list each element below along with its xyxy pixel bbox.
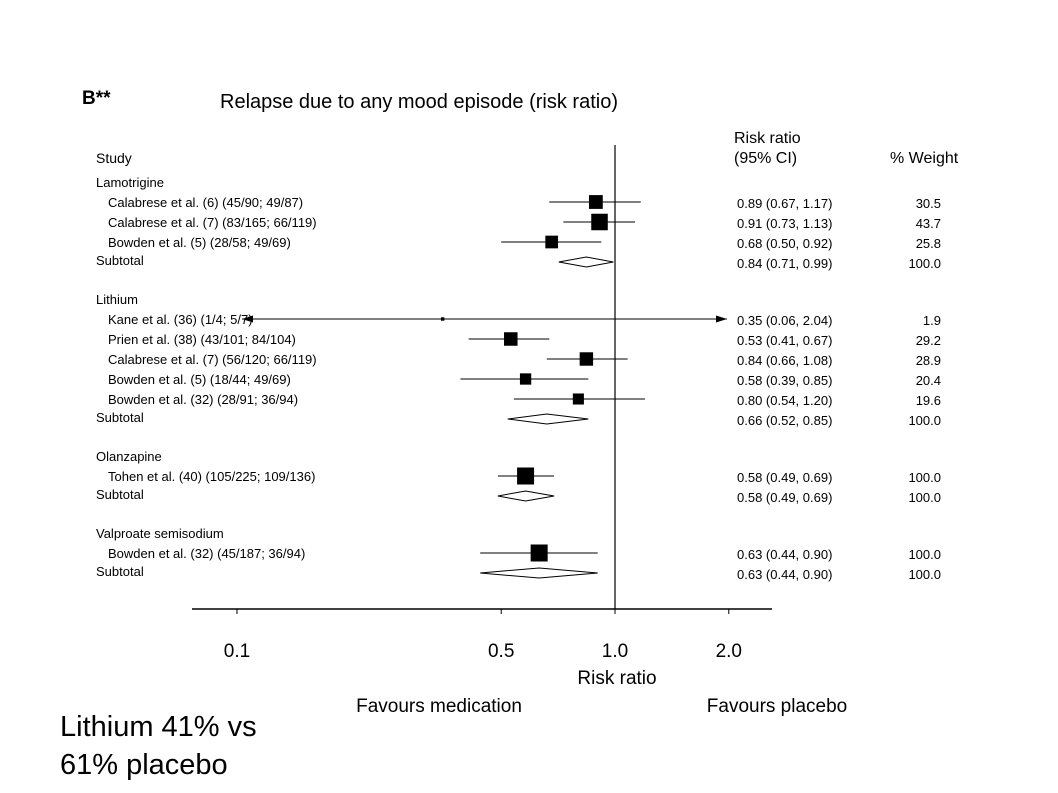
subtotal-label: Subtotal <box>96 487 144 502</box>
study-weight: 30.5 <box>916 196 941 211</box>
ci-arrow-right <box>716 315 727 323</box>
effect-square <box>504 332 518 346</box>
study-weight: 19.6 <box>916 393 941 408</box>
study-risk-ratio-ci: 0.68 (0.50, 0.92) <box>737 236 832 251</box>
x-tick-label: 0.1 <box>224 641 250 662</box>
subtotal-label: Subtotal <box>96 253 144 268</box>
caption-line-1: Lithium 41% vs <box>60 711 257 743</box>
subtotal-diamond <box>480 567 598 579</box>
effect-square <box>519 373 532 385</box>
study-weight: 25.8 <box>916 236 941 251</box>
x-tick-label: 0.5 <box>488 641 514 662</box>
study-weight: 43.7 <box>916 216 941 231</box>
study-risk-ratio-ci: 0.58 (0.49, 0.69) <box>737 470 832 485</box>
subtotal-diamond <box>507 413 589 425</box>
subtotal-risk-ratio-ci: 0.66 (0.52, 0.85) <box>737 413 832 428</box>
effect-square <box>591 213 608 231</box>
study-label: Kane et al. (36) (1/4; 5/7) <box>108 312 253 327</box>
study-label: Tohen et al. (40) (105/225; 109/136) <box>108 469 315 484</box>
study-label: Calabrese et al. (7) (83/165; 66/119) <box>108 215 317 230</box>
study-weight: 29.2 <box>916 333 941 348</box>
ci-arrow-left <box>242 315 253 323</box>
study-label: Bowden et al. (32) (28/91; 36/94) <box>108 392 298 407</box>
subtotal-diamond <box>497 490 555 502</box>
panel-label: B** <box>82 88 111 109</box>
header-ci: (95% CI) <box>734 150 797 167</box>
study-risk-ratio-ci: 0.53 (0.41, 0.67) <box>737 333 832 348</box>
subtotal-weight: 100.0 <box>908 490 941 505</box>
study-label: Bowden et al. (5) (18/44; 49/69) <box>108 372 291 387</box>
subtotal-label: Subtotal <box>96 410 144 425</box>
study-risk-ratio-ci: 0.89 (0.67, 1.17) <box>737 196 832 211</box>
subtotal-label: Subtotal <box>96 564 144 579</box>
study-label: Calabrese et al. (6) (45/90; 49/87) <box>108 195 303 210</box>
study-risk-ratio-ci: 0.63 (0.44, 0.90) <box>737 547 832 562</box>
effect-square <box>440 317 445 321</box>
study-risk-ratio-ci: 0.35 (0.06, 2.04) <box>737 313 832 328</box>
study-weight: 1.9 <box>923 313 941 328</box>
study-weight: 100.0 <box>908 547 941 562</box>
effect-square <box>517 467 535 485</box>
subtotal-weight: 100.0 <box>908 256 941 271</box>
study-risk-ratio-ci: 0.58 (0.39, 0.85) <box>737 373 832 388</box>
study-label: Bowden et al. (32) (45/187; 36/94) <box>108 546 305 561</box>
subtotal-risk-ratio-ci: 0.84 (0.71, 0.99) <box>737 256 832 271</box>
study-risk-ratio-ci: 0.91 (0.73, 1.13) <box>737 216 832 231</box>
group-label: Lithium <box>96 292 138 307</box>
subtotal-diamond <box>558 256 614 268</box>
effect-square <box>579 352 594 366</box>
caption-line-2: 61% placebo <box>60 749 228 781</box>
study-risk-ratio-ci: 0.84 (0.66, 1.08) <box>737 353 832 368</box>
effect-square <box>545 235 559 249</box>
x-tick-label: 2.0 <box>716 641 742 662</box>
chart-title: Relapse due to any mood episode (risk ra… <box>220 91 618 113</box>
effect-square <box>530 544 548 562</box>
favours-placebo-label: Favours placebo <box>707 696 847 717</box>
forest-marks <box>242 145 727 609</box>
subtotal-weight: 100.0 <box>908 567 941 582</box>
study-label: Prien et al. (38) (43/101; 84/104) <box>108 332 296 347</box>
group-label: Olanzapine <box>96 449 162 464</box>
group-label: Valproate semisodium <box>96 526 224 541</box>
study-weight: 100.0 <box>908 470 941 485</box>
effect-square <box>588 195 603 209</box>
effect-square <box>572 393 584 405</box>
header-study: Study <box>96 150 132 166</box>
x-axis-label: Risk ratio <box>577 668 656 689</box>
x-axis-ticks: 0.1 0.5 1.0 2.0 <box>224 609 742 662</box>
study-label: Calabrese et al. (7) (56/120; 66/119) <box>108 352 317 367</box>
study-risk-ratio-ci: 0.80 (0.54, 1.20) <box>737 393 832 408</box>
group-label: Lamotrigine <box>96 175 164 190</box>
forest-rows: Lamotrigine Calabrese et al. (6) (45/90; … <box>96 175 941 582</box>
header-risk-ratio: Risk ratio <box>734 130 801 147</box>
header-weight: % Weight <box>890 150 959 167</box>
favours-medication-label: Favours medication <box>356 696 522 717</box>
subtotal-weight: 100.0 <box>908 413 941 428</box>
subtotal-risk-ratio-ci: 0.58 (0.49, 0.69) <box>737 490 832 505</box>
caption: Lithium 41% vs 61% placebo <box>60 708 257 784</box>
subtotal-risk-ratio-ci: 0.63 (0.44, 0.90) <box>737 567 832 582</box>
study-label: Bowden et al. (5) (28/58; 49/69) <box>108 235 291 250</box>
study-weight: 20.4 <box>916 373 941 388</box>
x-tick-label: 1.0 <box>602 641 628 662</box>
study-weight: 28.9 <box>916 353 941 368</box>
